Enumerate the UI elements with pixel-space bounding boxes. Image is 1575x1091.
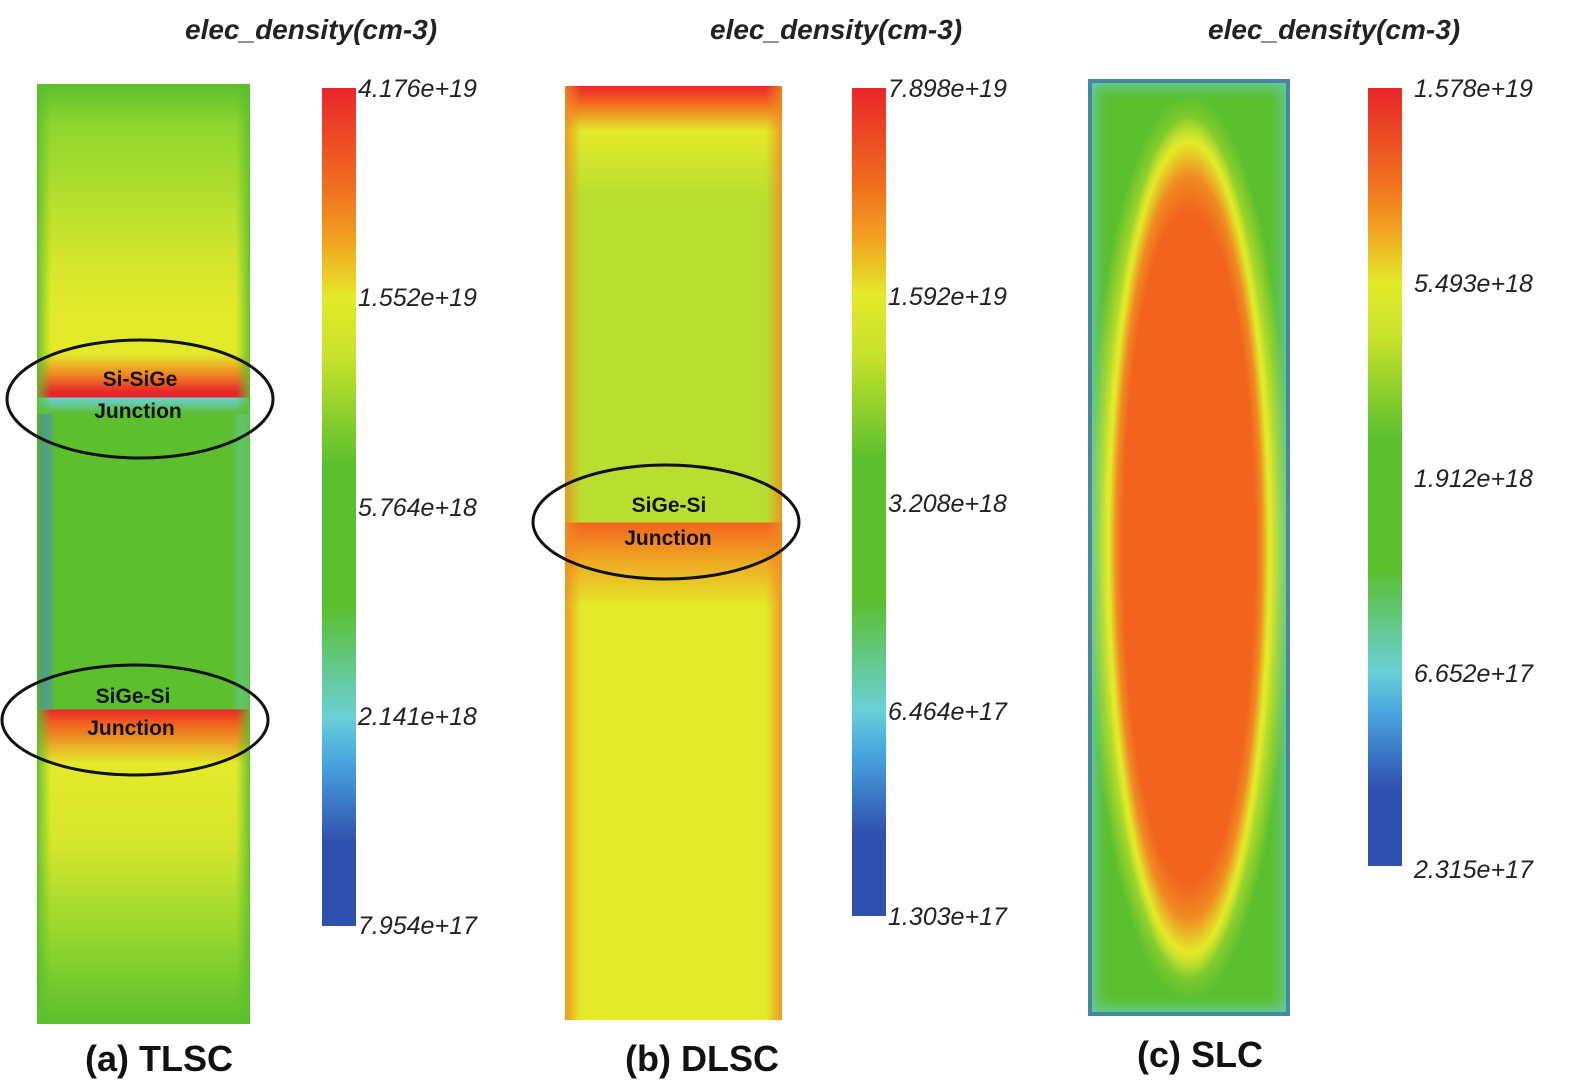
edge-shade-right-top bbox=[236, 84, 250, 1024]
edge-shade-frame bbox=[1088, 79, 1290, 1016]
colorbar-tick: 1.578e+19 bbox=[1414, 75, 1533, 103]
colorbar-title: elec_density(cm-3) bbox=[185, 14, 438, 45]
panel-caption: (b) DLSC bbox=[625, 1038, 779, 1079]
junction-ellipses-tlsc bbox=[0, 338, 275, 777]
edge-shade-left-top bbox=[37, 84, 51, 1024]
edge-shade-right bbox=[766, 86, 782, 1020]
colorbar-tick: 2.141e+18 bbox=[358, 703, 477, 731]
colorbar-tick: 4.176e+19 bbox=[358, 75, 477, 103]
junction-ellipse-top bbox=[5, 338, 275, 460]
panel-caption: (a) TLSC bbox=[85, 1038, 233, 1079]
junction-ellipses-dlsc bbox=[531, 463, 801, 581]
junction-ellipse-bottom bbox=[0, 663, 270, 777]
density-map-tlsc bbox=[37, 84, 250, 1024]
panel-tlsc: Si-SiGe Junction SiGe-Si Junction elec_d… bbox=[0, 0, 520, 1091]
colorbar-tick: 1.592e+19 bbox=[888, 283, 1007, 311]
colorbar-tick: 6.464e+17 bbox=[888, 698, 1007, 726]
junction-label-line2: Junction bbox=[94, 400, 182, 423]
panel-caption: (c) SLC bbox=[1137, 1034, 1263, 1075]
colorbar-tick: 2.315e+17 bbox=[1414, 856, 1533, 884]
colorbar-tick: 1.912e+18 bbox=[1414, 465, 1533, 493]
panel-slc: elec_density(cm-3) 1.578e+19 5.493e+18 1… bbox=[1050, 0, 1575, 1091]
colorbar-slc bbox=[1368, 88, 1402, 866]
colorbar-dlsc bbox=[852, 88, 886, 916]
density-map-slc bbox=[1088, 79, 1290, 1016]
junction-label-line2: Junction bbox=[624, 527, 712, 550]
density-map-dlsc bbox=[565, 86, 782, 1020]
colorbar-tick: 7.954e+17 bbox=[358, 912, 477, 940]
colorbar-title: elec_density(cm-3) bbox=[710, 14, 963, 45]
colorbar-tick: 5.764e+18 bbox=[358, 494, 477, 522]
colorbar-tlsc bbox=[322, 88, 356, 926]
colorbar-title: elec_density(cm-3) bbox=[1208, 14, 1461, 45]
colorbar-tick: 6.652e+17 bbox=[1414, 660, 1533, 688]
junction-label-line1: SiGe-Si bbox=[631, 494, 707, 517]
edge-shade-left bbox=[565, 86, 581, 1020]
colorbar-tick: 5.493e+18 bbox=[1414, 270, 1533, 298]
panel-dlsc: SiGe-Si Junction elec_density(cm-3) 7.89… bbox=[520, 0, 1050, 1091]
junction-label-line1: SiGe-Si bbox=[95, 685, 171, 708]
junction-ellipse bbox=[531, 463, 801, 581]
colorbar-tick: 7.898e+19 bbox=[888, 75, 1007, 103]
junction-label-line1: Si-SiGe bbox=[102, 368, 178, 391]
colorbar-tick: 1.303e+17 bbox=[888, 903, 1007, 931]
junction-label-line2: Junction bbox=[87, 717, 175, 740]
colorbar-tick: 3.208e+18 bbox=[888, 490, 1007, 518]
colorbar-tick: 1.552e+19 bbox=[358, 284, 477, 312]
